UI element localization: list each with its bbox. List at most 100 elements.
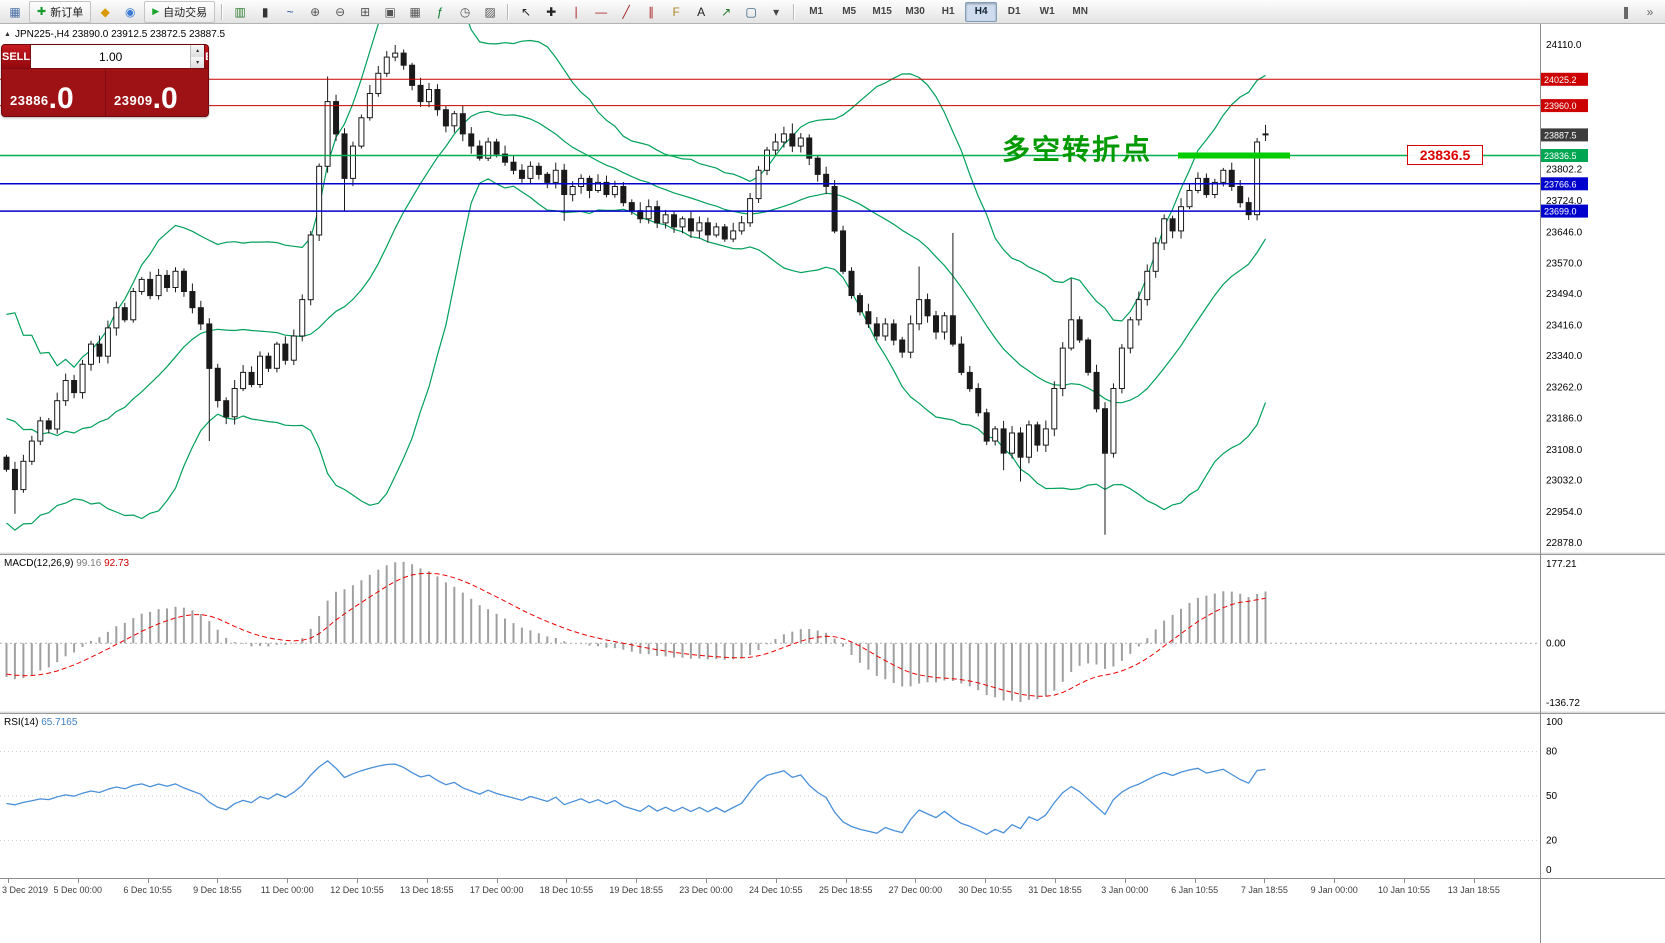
time-tick (1124, 879, 1126, 883)
svg-text:23960.0: 23960.0 (1544, 101, 1577, 111)
symbol-ohlc-line: ▲ JPN225-,H4 23890.0 23912.5 23872.5 238… (4, 29, 225, 40)
volume-input[interactable] (31, 45, 191, 68)
volume-field-wrap: ▴ ▾ (30, 45, 206, 68)
svg-text:23416.0: 23416.0 (1546, 321, 1583, 332)
time-label: 9 Jan 00:00 (1310, 885, 1358, 895)
svg-text:22878.0: 22878.0 (1546, 538, 1583, 549)
chart-window-icon[interactable]: ▦ (9, 4, 21, 19)
timeframe-button-MN[interactable]: MN (1072, 6, 1088, 17)
svg-text:23186.0: 23186.0 (1546, 413, 1583, 424)
time-label: 13 Dec 18:55 (400, 885, 454, 895)
arrows-icon[interactable]: ↗ (721, 4, 732, 19)
channel-icon[interactable]: ∥ (648, 4, 655, 19)
shapes-icon[interactable]: ▢ (745, 4, 757, 19)
time-tick (8, 879, 9, 883)
svg-text:0: 0 (1546, 865, 1552, 876)
buy-button[interactable]: BUY (205, 45, 208, 68)
rsi-panel[interactable]: 100 80 50 20 0 RSI(14) 65.7165 (0, 714, 1665, 878)
candlestick-chart[interactable]: 24110.0 23802.2 23724.0 23646.0 23570.0 23494… (0, 24, 1665, 551)
trendline-icon[interactable]: ╱ (622, 4, 630, 19)
timeframe-button-D1[interactable]: D1 (1007, 6, 1021, 17)
svg-text:23724.0: 23724.0 (1546, 196, 1583, 207)
periods-icon[interactable]: ◷ (459, 4, 471, 19)
time-label: 27 Dec 00:00 (888, 885, 943, 895)
time-axis[interactable]: 3 Dec 2019 5 Dec 00:00 6 Dec 10:55 9 Dec 18… (0, 878, 1665, 943)
sell-price[interactable]: 23886 .0 (2, 69, 105, 116)
svg-text:23108.0: 23108.0 (1546, 445, 1583, 456)
zoom-out-icon[interactable]: ⊖ (335, 4, 346, 19)
panel-splitter[interactable] (0, 710, 1665, 714)
one-click-trading-panel: SELL ▴ ▾ BUY 23886 .0 23909 .0 (1, 44, 209, 117)
timeframe-button-H4[interactable]: H4 (965, 1, 998, 22)
volume-down-button[interactable]: ▾ (191, 56, 205, 68)
candlestick-chart-icon[interactable]: ▮ (261, 4, 269, 19)
time-tick (636, 879, 638, 883)
time-tick (426, 879, 428, 883)
indicators-icon[interactable]: ƒ (436, 4, 444, 19)
new-order-button[interactable]: ✚ 新订单 (29, 0, 92, 23)
time-tick (1194, 879, 1196, 883)
timeframe-button-H1[interactable]: H1 (941, 6, 955, 17)
auto-arrange-icon[interactable]: ▣ (384, 4, 396, 19)
time-tick (706, 879, 707, 883)
time-tick (77, 879, 79, 883)
vertical-line-icon[interactable]: ∣ (573, 4, 580, 19)
crosshair-icon[interactable]: ✚ (546, 4, 557, 19)
time-tick (1404, 879, 1405, 883)
time-label: 30 Dec 10:55 (958, 885, 1012, 895)
price-chart-panel[interactable]: 24110.0 23802.2 23724.0 23646.0 23570.0 23494… (0, 24, 1665, 551)
toolbar-separator (793, 3, 796, 20)
timeframe-button-M15[interactable]: M15 (872, 6, 892, 17)
price-level-label: 23836.5 (1407, 145, 1483, 165)
time-label: 31 Dec 18:55 (1028, 885, 1082, 895)
timeframe-button-M1[interactable]: M1 (809, 6, 824, 17)
buy-price[interactable]: 23909 .0 (105, 69, 208, 116)
autotrade-button[interactable]: ▶ 自动交易 (144, 0, 216, 23)
timeframe-button-W1[interactable]: W1 (1039, 6, 1055, 17)
cursor-icon[interactable]: ↖ (521, 4, 532, 19)
horizontal-line-icon[interactable]: ― (595, 4, 608, 19)
bar-chart-icon[interactable]: ▥ (234, 4, 246, 19)
timeframe-button-M30[interactable]: M30 (905, 6, 925, 17)
dropdown-icon[interactable]: ▾ (773, 4, 780, 19)
volume-up-button[interactable]: ▴ (191, 45, 205, 57)
tile-windows-icon[interactable]: ⊞ (360, 4, 371, 19)
line-chart-icon[interactable]: ~ (286, 4, 294, 19)
collapse-ohlc-icon[interactable]: ▲ (4, 31, 11, 38)
time-label: 13 Jan 18:55 (1447, 885, 1500, 895)
templates-icon[interactable]: ▨ (484, 4, 496, 19)
horn-icon[interactable]: ◆ (100, 4, 110, 19)
zoom-in-icon[interactable]: ⊕ (310, 4, 321, 19)
svg-text:23570.0: 23570.0 (1546, 258, 1583, 269)
buy-price-frac: .0 (152, 82, 178, 115)
time-label: 11 Dec 00:00 (260, 885, 314, 895)
time-tick (496, 879, 498, 883)
rsi-chart: 100 80 50 20 0 (0, 717, 1563, 876)
toolbar-separator (507, 3, 510, 20)
new-order-icon: ✚ (37, 6, 47, 18)
svg-text:23836.5: 23836.5 (1544, 151, 1577, 161)
toolbar-separator (221, 3, 224, 20)
time-label: 5 Dec 00:00 (53, 885, 103, 895)
time-label: 3 Dec 2019 (2, 885, 49, 895)
svg-text:80: 80 (1546, 747, 1558, 758)
panel-splitter[interactable] (0, 551, 1665, 555)
time-label: 9 Dec 18:55 (193, 885, 242, 895)
more-tools-icon[interactable]: » (1646, 4, 1654, 19)
time-tick (915, 879, 917, 883)
time-tick (566, 879, 568, 883)
macd-name: MACD(12,26,9) (4, 558, 74, 569)
sell-price-frac: .0 (48, 82, 74, 115)
community-icon[interactable]: ◉ (124, 4, 136, 19)
time-label: 17 Dec 00:00 (469, 885, 524, 895)
timeframe-button-M5[interactable]: M5 (842, 6, 857, 17)
text-icon[interactable]: A (697, 4, 706, 19)
macd-panel[interactable]: 177.21 0.00 -136.72 MACD(12,26,9) 99.16 92… (0, 555, 1665, 710)
buy-price-int: 23909 (114, 93, 153, 108)
chart-shift-icon[interactable]: ❚ (1620, 4, 1632, 19)
sell-button[interactable]: SELL (2, 45, 31, 68)
fibonacci-icon[interactable]: F (672, 4, 680, 19)
time-label: 18 Dec 10:55 (539, 885, 594, 895)
svg-text:23032.0: 23032.0 (1546, 476, 1583, 487)
grid-icon[interactable]: ▦ (409, 4, 421, 19)
